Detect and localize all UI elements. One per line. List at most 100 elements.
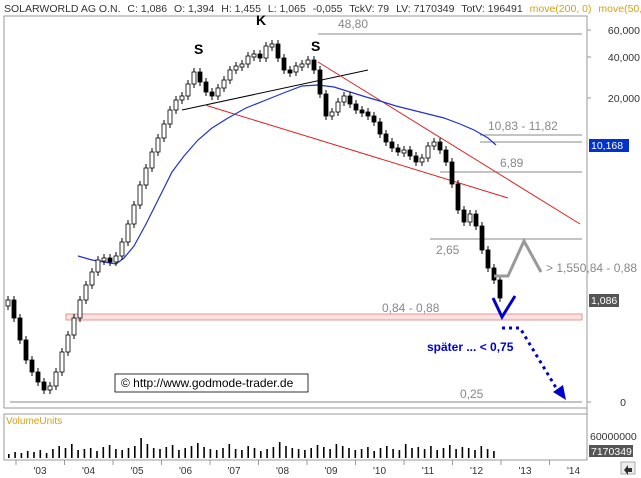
candle-body — [359, 109, 365, 114]
candle-body — [455, 183, 461, 211]
volume-bar — [203, 447, 205, 458]
x-tick-label: '03 — [33, 466, 46, 477]
blue-v-arrow — [491, 295, 517, 321]
candle-body — [389, 141, 395, 149]
volume-bar — [165, 447, 168, 458]
volume-bar — [152, 448, 155, 458]
neckline — [181, 69, 369, 111]
volume-bar — [436, 450, 438, 458]
volume-bar — [423, 449, 426, 458]
volume-bar — [404, 444, 407, 458]
candle-body — [89, 271, 95, 286]
nav-arrow-icon — [624, 465, 632, 475]
volume-tick-max: 60000000 — [590, 431, 637, 443]
candle-body — [425, 145, 431, 159]
level-label-084-088: 0,84 - 0,88 — [382, 301, 440, 315]
volume-bar — [430, 446, 432, 458]
volume-bar — [329, 449, 331, 458]
candle-body — [65, 334, 71, 353]
volume-bar — [33, 452, 35, 458]
candle-body — [275, 43, 281, 59]
volume-bar — [146, 444, 149, 458]
candle-body — [383, 133, 389, 143]
candle-body — [161, 123, 167, 139]
projection-zigzag — [494, 237, 543, 278]
volume-bar — [417, 447, 420, 458]
volume-bar — [335, 444, 338, 458]
candle-body — [449, 161, 455, 185]
volume-bar — [134, 446, 136, 458]
candle-body — [95, 259, 101, 273]
volume-bar — [323, 447, 325, 458]
candle-body — [221, 79, 227, 89]
price-panel-frame — [3, 15, 588, 409]
candle-body — [443, 149, 449, 163]
volume-bar — [310, 448, 312, 458]
y-tick-0: 0 — [620, 397, 626, 409]
candle-body — [71, 317, 77, 336]
x-tick-label: '04 — [82, 466, 95, 477]
candle-body — [113, 255, 119, 263]
volume-bar — [354, 450, 357, 458]
volume-bar — [316, 445, 319, 458]
volume-bar — [102, 447, 105, 458]
candle-body — [11, 299, 17, 319]
level-label-2-65: 2,65 — [436, 243, 460, 257]
volume-bar — [272, 447, 275, 458]
candle-body — [191, 71, 197, 85]
volume-bar — [39, 450, 42, 458]
candle-body — [497, 279, 503, 299]
moving-average-line — [77, 84, 497, 265]
volume-bar — [461, 447, 464, 458]
watermark-box — [114, 373, 309, 393]
candle-body — [413, 155, 419, 163]
candle-body — [353, 103, 359, 111]
candle-body — [245, 55, 251, 65]
volume-bar — [64, 448, 67, 458]
candle-body — [209, 91, 215, 97]
candle-body — [461, 209, 467, 223]
candle-body — [179, 95, 185, 101]
candle-body — [401, 149, 407, 154]
volume-bar — [278, 442, 281, 458]
title: SOLARWORLD AG O.N. — [4, 3, 121, 15]
volume-bar — [8, 454, 10, 458]
candle-body — [419, 157, 425, 163]
candle-body — [251, 53, 257, 58]
candle-body — [5, 299, 11, 307]
candle-body — [263, 45, 269, 59]
volume-bar — [71, 444, 73, 458]
volume-bar — [367, 447, 369, 458]
volume-bar — [467, 448, 470, 458]
candle-body — [23, 339, 29, 361]
red-trend-upper — [317, 61, 581, 225]
candle-body — [203, 81, 209, 93]
candle-body — [317, 69, 323, 95]
low-value: L: 1,065 — [268, 3, 306, 15]
level-lines — [10, 33, 583, 403]
target-range-label: > 1,550,84 - 0,88 — [546, 261, 637, 275]
volume-bar — [83, 449, 86, 458]
candle-body — [431, 141, 437, 147]
candle-body — [173, 99, 179, 111]
volume-bar — [26, 451, 29, 458]
candle-body — [185, 83, 191, 97]
volume-bar — [228, 444, 231, 458]
y-tick-60000: 60,000 — [608, 25, 640, 37]
candle-body — [269, 43, 275, 48]
level-label-48: 48,80 — [338, 17, 368, 31]
candle-body — [119, 241, 125, 257]
x-tick-label: '08 — [276, 466, 289, 477]
candle-body — [371, 115, 377, 123]
candle-body — [485, 249, 491, 269]
volume-bar — [449, 445, 451, 458]
chart-nav-arrows[interactable] — [620, 461, 636, 475]
volume-bar — [58, 446, 60, 458]
candle-body — [41, 381, 47, 391]
candle-body — [491, 267, 497, 281]
volume-bar — [171, 445, 174, 458]
volume-bar — [474, 450, 476, 458]
shoulder-right-label: S — [311, 38, 320, 54]
candle-body — [329, 111, 335, 117]
candle-body — [335, 101, 341, 113]
